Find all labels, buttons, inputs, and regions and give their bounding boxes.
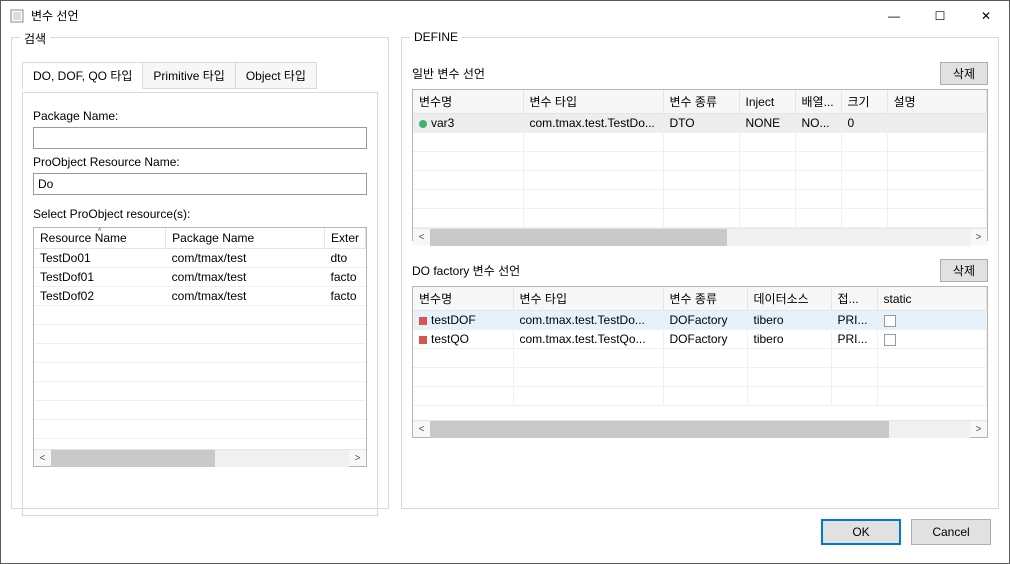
type-tabs: DO, DOF, QO 타입 Primitive 타입 Object 타입 (22, 62, 378, 89)
delete-general-button[interactable]: 삭제 (940, 62, 988, 85)
col-var-type[interactable]: 변수 타입 (523, 90, 663, 114)
ok-button[interactable]: OK (821, 519, 901, 545)
resource-name-label: ProObject Resource Name: (33, 155, 367, 169)
minimize-icon: — (888, 9, 900, 23)
search-legend: 검색 (20, 30, 50, 47)
factory-status-icon (419, 336, 427, 344)
static-checkbox[interactable] (884, 315, 896, 327)
sort-caret-icon: ^ (98, 227, 102, 236)
delete-factory-button[interactable]: 삭제 (940, 259, 988, 282)
factory-status-icon (419, 317, 427, 325)
cancel-button[interactable]: Cancel (911, 519, 991, 545)
maximize-icon: ☐ (935, 9, 946, 23)
var-status-icon (419, 120, 427, 128)
col-array[interactable]: 배열... (795, 90, 841, 114)
col-var-name[interactable]: 변수명 (413, 287, 513, 311)
resource-name-input[interactable] (33, 173, 367, 195)
factory-row[interactable]: testQO com.tmax.test.TestQo... DOFactory… (413, 330, 987, 349)
col-inject[interactable]: Inject (739, 90, 795, 114)
resource-table: ^Resource Name Package Name Exter TestDo… (33, 227, 367, 467)
general-vars-grid: 변수명 변수 타입 변수 종류 Inject 배열... 크기 설명 var3 (412, 89, 988, 241)
col-resource-name[interactable]: ^Resource Name (34, 228, 166, 249)
static-checkbox[interactable] (884, 334, 896, 346)
col-static[interactable]: static (877, 287, 987, 311)
define-legend: DEFINE (410, 30, 462, 44)
app-icon (9, 8, 25, 24)
window-title: 변수 선언 (31, 7, 871, 24)
scroll-left-icon[interactable]: < (34, 450, 51, 467)
resource-hscroll[interactable]: < > (34, 449, 366, 466)
col-datasource[interactable]: 데이터소스 (747, 287, 831, 311)
col-var-type[interactable]: 변수 타입 (513, 287, 663, 311)
col-package-name[interactable]: Package Name (166, 228, 325, 249)
col-extension[interactable]: Exter (324, 228, 365, 249)
scroll-left-icon[interactable]: < (413, 229, 430, 246)
resource-row[interactable]: TestDo01 com/tmax/test dto (34, 249, 366, 268)
col-var-name[interactable]: 변수명 (413, 90, 523, 114)
scroll-left-icon[interactable]: < (413, 421, 430, 438)
resource-row[interactable]: TestDof01 com/tmax/test facto (34, 268, 366, 287)
define-panel: DEFINE 일반 변수 선언 삭제 변수명 변수 타입 변수 (401, 37, 999, 509)
factory-vars-title: DO factory 변수 선언 (412, 262, 520, 279)
var-row[interactable]: var3 com.tmax.test.TestDo... DTO NONE NO… (413, 114, 987, 133)
close-icon: ✕ (981, 9, 991, 23)
package-name-label: Package Name: (33, 109, 367, 123)
tab-do-dof-qo[interactable]: DO, DOF, QO 타입 (22, 62, 143, 89)
col-size[interactable]: 크기 (841, 90, 887, 114)
close-button[interactable]: ✕ (963, 1, 1009, 31)
tab-primitive[interactable]: Primitive 타입 (142, 62, 235, 89)
search-panel: 검색 DO, DOF, QO 타입 Primitive 타입 Object 타입… (11, 37, 389, 509)
select-resource-label: Select ProObject resource(s): (33, 207, 367, 221)
general-vars-title: 일반 변수 선언 (412, 65, 485, 82)
tab-body: Package Name: ProObject Resource Name: S… (22, 92, 378, 516)
maximize-button[interactable]: ☐ (917, 1, 963, 31)
factory-vars-grid: 변수명 변수 타입 변수 종류 데이터소스 접... static testDO… (412, 286, 988, 438)
titlebar: 변수 선언 — ☐ ✕ (1, 1, 1009, 31)
col-var-kind[interactable]: 변수 종류 (663, 90, 739, 114)
minimize-button[interactable]: — (871, 1, 917, 31)
factory-row[interactable]: testDOF com.tmax.test.TestDo... DOFactor… (413, 311, 987, 330)
package-name-input[interactable] (33, 127, 367, 149)
scroll-right-icon[interactable]: > (970, 229, 987, 246)
tab-object[interactable]: Object 타입 (235, 62, 317, 89)
factory-hscroll[interactable]: < > (413, 420, 987, 437)
col-var-kind[interactable]: 변수 종류 (663, 287, 747, 311)
resource-row[interactable]: TestDof02 com/tmax/test facto (34, 287, 366, 306)
col-desc[interactable]: 설명 (887, 90, 987, 114)
general-hscroll[interactable]: < > (413, 228, 987, 245)
scroll-right-icon[interactable]: > (349, 450, 366, 467)
col-access[interactable]: 접... (831, 287, 877, 311)
scroll-right-icon[interactable]: > (970, 421, 987, 438)
